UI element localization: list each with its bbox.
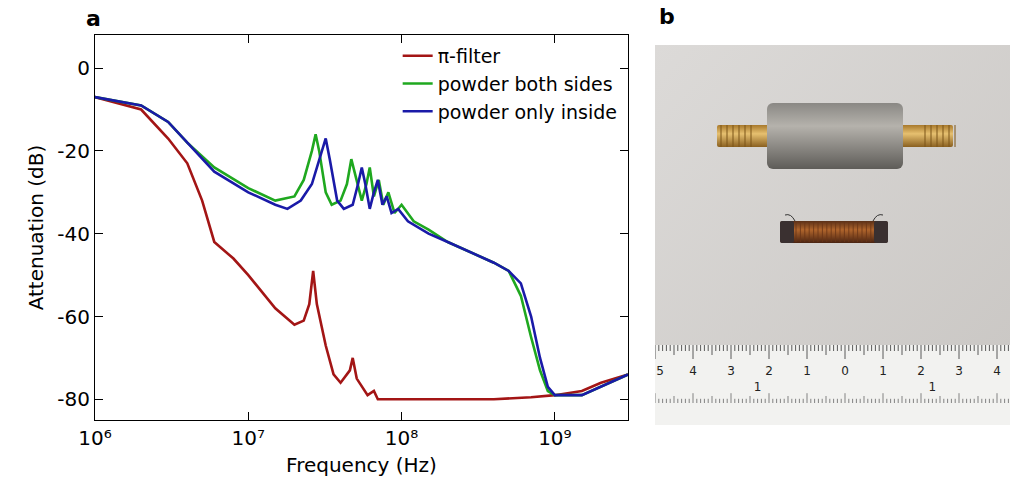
svg-text:1: 1 — [879, 364, 887, 378]
svg-text:3: 3 — [727, 364, 735, 378]
svg-text:4: 4 — [689, 364, 697, 378]
svg-text:-20: -20 — [57, 139, 90, 163]
svg-text:2: 2 — [917, 364, 925, 378]
svg-text:0: 0 — [77, 56, 90, 80]
svg-text:10⁸: 10⁸ — [385, 426, 418, 450]
svg-text:powder both sides: powder both sides — [438, 73, 613, 95]
svg-text:10⁶: 10⁶ — [78, 426, 111, 450]
svg-text:a: a — [86, 6, 101, 31]
svg-text:1: 1 — [803, 364, 811, 378]
svg-text:-40: -40 — [57, 222, 90, 246]
svg-text:-60: -60 — [57, 305, 90, 329]
svg-text:1: 1 — [929, 380, 937, 394]
svg-text:3: 3 — [955, 364, 963, 378]
svg-text:1: 1 — [754, 380, 762, 394]
html-text:b: b — [659, 4, 675, 29]
svg-text:Attenuation (dB): Attenuation (dB) — [24, 145, 48, 311]
svg-text:-80: -80 — [57, 387, 90, 411]
svg-text:π-filter: π-filter — [438, 45, 501, 67]
svg-text:10⁷: 10⁷ — [232, 426, 265, 450]
svg-text:powder only inside: powder only inside — [438, 101, 617, 123]
svg-text:5: 5 — [656, 364, 664, 378]
svg-text:0: 0 — [841, 364, 849, 378]
svg-text:10⁹: 10⁹ — [538, 426, 571, 450]
svg-text:2: 2 — [765, 364, 773, 378]
svg-text:Frequency (Hz): Frequency (Hz) — [286, 453, 437, 477]
svg-text:4: 4 — [993, 364, 1001, 378]
